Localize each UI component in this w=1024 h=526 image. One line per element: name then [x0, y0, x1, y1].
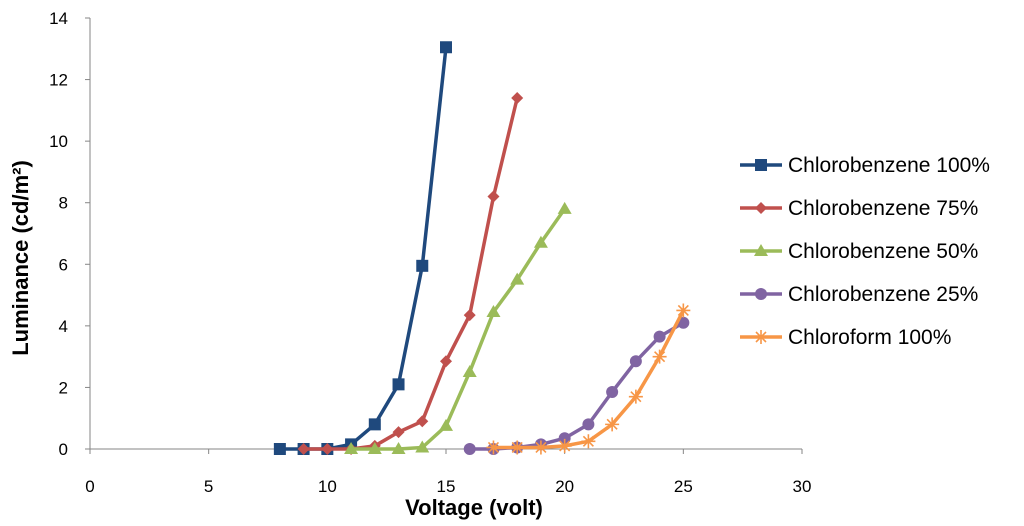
y-tick-label: 12	[49, 71, 68, 90]
legend-item: Chlorobenzene 100%	[740, 154, 990, 177]
x-tick-label: 20	[555, 477, 574, 496]
legend-item: Chlorobenzene 25%	[740, 283, 978, 306]
series-layer	[273, 41, 691, 455]
data-point	[416, 415, 429, 428]
series-line	[351, 207, 567, 451]
legend-label: Chloroform 100%	[788, 326, 951, 349]
axes	[85, 17, 803, 454]
legend-marker	[755, 202, 767, 214]
data-point	[463, 309, 476, 322]
data-point	[533, 235, 548, 248]
x-tick-label: 30	[793, 477, 812, 496]
data-point	[606, 386, 619, 399]
data-point	[416, 259, 429, 272]
y-tick-label: 4	[59, 317, 68, 336]
x-tick-label: 0	[85, 477, 94, 496]
y-tick-label: 8	[59, 194, 68, 213]
data-point	[392, 378, 405, 391]
data-point	[297, 443, 310, 455]
y-axis-title: Luminance (cd/m²)	[8, 160, 33, 356]
data-point	[533, 440, 548, 455]
data-point	[486, 305, 501, 318]
series-3	[344, 201, 572, 454]
legend-item: Chlorobenzene 50%	[740, 240, 978, 263]
series-5	[486, 303, 691, 455]
data-point	[487, 190, 500, 203]
data-point	[463, 443, 476, 455]
legend-label: Chlorobenzene 100%	[788, 154, 990, 177]
data-point	[367, 442, 382, 454]
series-line	[469, 321, 685, 451]
y-tick-label: 14	[49, 9, 68, 28]
data-point	[653, 330, 666, 343]
series-4	[463, 316, 690, 455]
legend-label: Chlorobenzene 75%	[788, 197, 978, 220]
data-point	[510, 272, 525, 285]
y-tick-label: 0	[59, 440, 68, 459]
legend-item: Chlorobenzene 75%	[740, 197, 978, 220]
legend-label: Chlorobenzene 50%	[788, 240, 978, 263]
data-point	[511, 92, 524, 105]
data-point	[557, 201, 572, 214]
series-line	[279, 47, 448, 451]
data-point	[628, 389, 643, 404]
data-point	[581, 434, 596, 449]
data-point	[368, 418, 381, 431]
data-point	[557, 438, 572, 453]
data-point	[510, 440, 525, 455]
data-point	[439, 418, 453, 431]
data-point	[629, 355, 642, 368]
x-tick-labels: 0 5 10 15 20 25 30	[85, 477, 811, 496]
y-tick-label: 10	[49, 132, 68, 151]
data-point	[582, 418, 595, 431]
data-point	[605, 417, 620, 432]
data-point	[415, 440, 430, 453]
legend-marker	[755, 288, 767, 300]
legend-marker	[754, 330, 768, 344]
series-2	[297, 92, 524, 455]
x-tick-label: 5	[204, 477, 213, 496]
data-point	[440, 355, 452, 368]
series-line	[303, 97, 519, 451]
series-1	[273, 41, 452, 455]
x-tick-label: 15	[437, 477, 456, 496]
data-point	[440, 41, 452, 54]
y-tick-label: 2	[59, 378, 68, 397]
x-axis-title: Voltage (volt)	[405, 495, 543, 520]
legend-marker	[754, 244, 768, 256]
legend-label: Chlorobenzene 25%	[788, 283, 978, 306]
x-tick-label: 10	[318, 477, 337, 496]
y-tick-labels: 0 2 4 6 8 10 12 14	[49, 9, 68, 459]
data-point	[676, 303, 691, 318]
legend-item: Chloroform 100%	[740, 326, 951, 349]
data-point	[486, 440, 501, 455]
data-point	[344, 442, 359, 454]
data-point	[558, 432, 571, 445]
data-point	[462, 365, 477, 378]
data-point	[391, 442, 406, 454]
data-point	[273, 443, 286, 455]
data-point	[652, 349, 667, 364]
x-tick-label: 25	[674, 477, 693, 496]
y-tick-label: 6	[59, 255, 68, 274]
data-point	[392, 426, 405, 439]
legend-marker	[755, 159, 767, 171]
legend: Chlorobenzene 100% Chlorobenzene 75% Chlor…	[740, 154, 990, 349]
data-point	[321, 443, 334, 455]
